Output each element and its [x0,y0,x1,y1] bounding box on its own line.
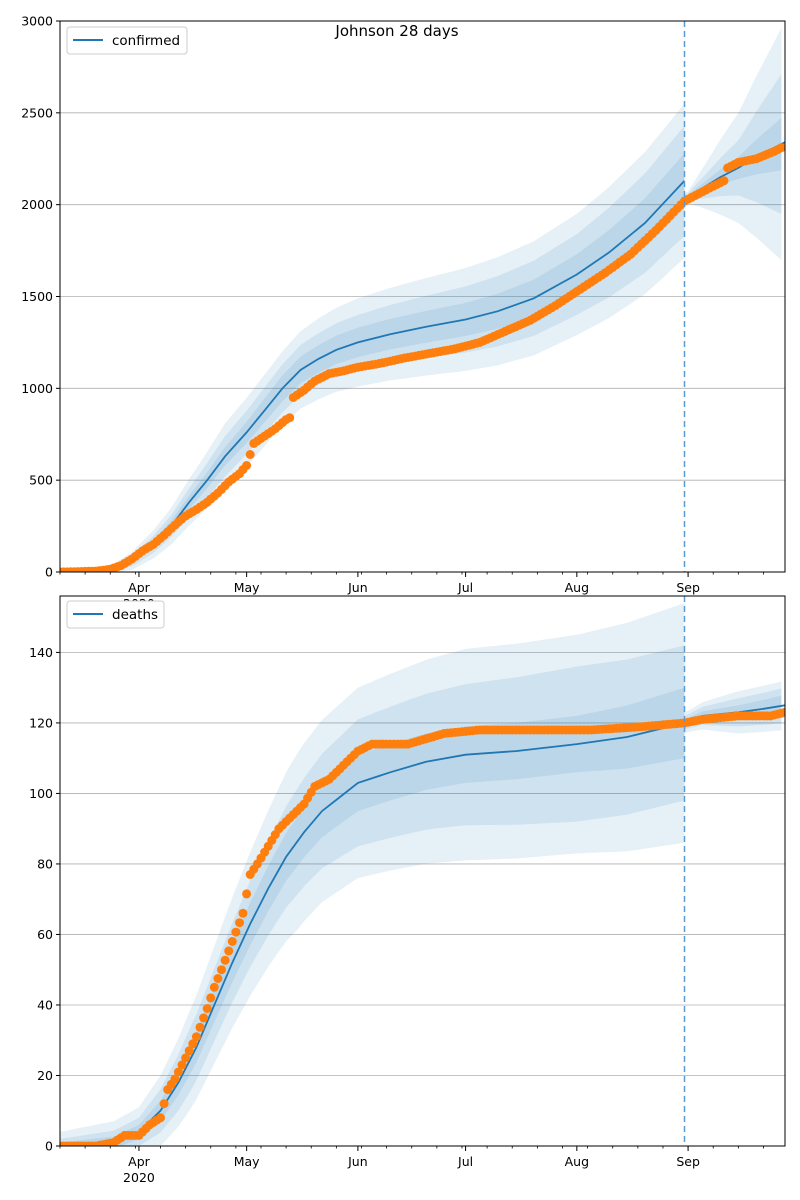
y-tick-label-2500: 2500 [21,105,53,120]
legend-label: deaths [112,607,158,623]
y-tick-label-500: 500 [29,473,53,488]
observed-point [206,993,216,1003]
observed-point [242,461,252,470]
x-tick-label-jul: Jul [457,580,473,595]
y-tick-label-1000: 1000 [21,381,53,396]
model-line-fit [60,722,685,1146]
y-axis: 0 20 40 60 80 100 120 140 [29,645,60,1154]
observed-point [780,707,785,717]
observed-point [209,982,219,992]
observed-point [245,450,255,459]
legend: confirmed [66,26,188,55]
observed-point [170,1074,180,1084]
observed-point [224,946,234,956]
y-tick-label-40: 40 [37,997,53,1012]
y-tick-label-20: 20 [37,1068,53,1083]
observed-point [159,1099,169,1109]
observed-points [60,143,785,572]
x-tick-label-sep: Sep [676,580,700,595]
observed-point [776,143,785,153]
x-tick-label-aug: Aug [565,1154,589,1169]
observed-point [217,965,226,975]
y-tick-label-100: 100 [29,786,53,801]
y-tick-label-80: 80 [37,856,53,871]
y-tick-label-60: 60 [37,927,53,942]
observed-point [195,1022,205,1032]
observed-point [184,1046,194,1056]
observed-point [238,908,248,918]
observed-point [227,937,237,946]
x-tick-label-sep: Sep [676,1154,700,1169]
legend-box [66,26,188,55]
confidence-band-3 [60,603,685,1146]
axes-frame [59,595,786,1147]
y-tick-label-0: 0 [45,1139,53,1154]
observed-points [60,707,785,1146]
observed-point [231,927,241,937]
y-tick-label-2000: 2000 [21,197,53,212]
legend: deaths [66,600,165,629]
confidence-band-2 [60,645,685,1146]
x-tick-sublabel: 2020 [123,1170,155,1185]
confidence-band-2 [684,74,782,214]
confidence-band-1 [684,117,782,201]
y-tick-label-3000: 3000 [21,14,53,29]
y-tick-label-140: 140 [29,645,53,660]
x-tick-label-jul: Jul [457,1154,473,1169]
chart-title: Johnson 28 days [334,22,458,40]
legend-label: confirmed [112,33,180,49]
x-tick-label-apr: Apr [128,1154,150,1169]
observed-point [181,1053,191,1063]
x-tick-label-jun: Jun [347,580,368,595]
confidence-band-3 [684,27,782,261]
observed-point [173,1067,183,1077]
observed-point [220,955,230,965]
y-tick-label-0: 0 [45,565,53,580]
x-tick-label-apr: Apr [128,580,150,595]
observed-point [188,1039,198,1049]
observed-point [242,889,252,899]
confidence-band-1 [60,687,685,1146]
x-tick-label-may: May [234,580,260,595]
legend-box [66,600,165,629]
observed-point [719,176,729,186]
observed-point [191,1032,201,1042]
x-tick-label-may: May [234,1154,260,1169]
y-tick-label-1500: 1500 [21,289,53,304]
observed-point [285,413,295,423]
observed-point [177,1060,187,1070]
observed-point [213,974,223,983]
x-tick-label-jun: Jun [347,1154,368,1169]
confidence-band-2 [60,125,685,572]
confidence-bands [60,603,782,1146]
observed-point [199,1013,209,1023]
y-tick-label-120: 120 [29,715,53,730]
y-axis: 0 500 1000 1500 2000 2500 3000 [21,14,60,580]
observed-point [235,918,244,928]
x-tick-label-aug: Aug [565,580,589,595]
observed-point [156,1113,165,1123]
observed-point [202,1004,212,1013]
